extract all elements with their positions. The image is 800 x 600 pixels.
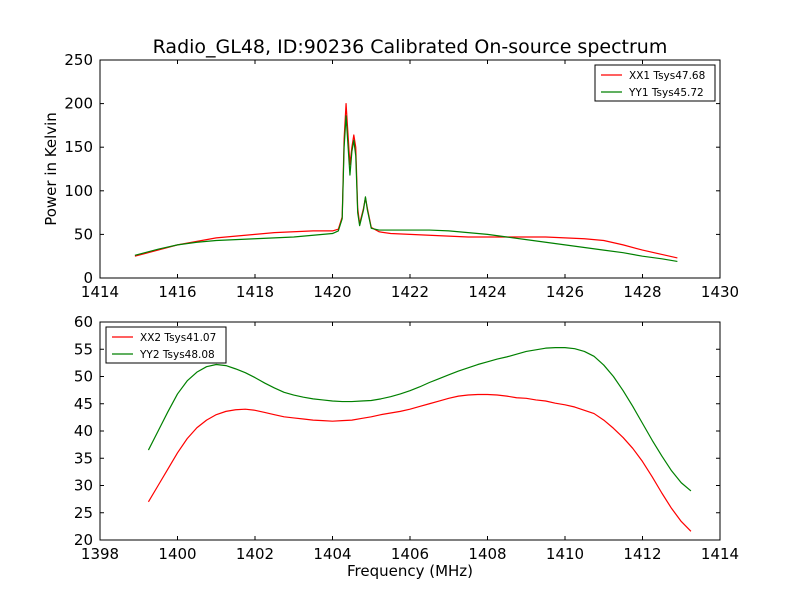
y-tick-label: 35 bbox=[74, 449, 93, 467]
x-tick-label: 1410 bbox=[546, 545, 584, 563]
series-line-yy1 bbox=[134, 115, 678, 263]
top-spectrum-panel: 1414 1416 1418 1420 1422 1424 1426 1428 1430 0 50 1… bbox=[42, 51, 739, 301]
x-tick-label: 1426 bbox=[546, 283, 584, 301]
y-tick-label: 250 bbox=[64, 51, 93, 69]
y-tick-label: 100 bbox=[64, 182, 93, 200]
x-tick-label: 1422 bbox=[391, 283, 429, 301]
y-tick-label: 150 bbox=[64, 138, 93, 156]
y-tick-label: 45 bbox=[74, 395, 93, 413]
legend-label-yy2: YY2 Tsys48.08 bbox=[139, 349, 215, 361]
y-tick-label: 30 bbox=[74, 477, 93, 495]
series-line-xx2 bbox=[147, 393, 692, 532]
y-tick-label: 200 bbox=[64, 95, 93, 113]
y-tick-label: 50 bbox=[74, 368, 93, 386]
x-tick-label: 1406 bbox=[391, 545, 429, 563]
x-tick-label: 1404 bbox=[313, 545, 351, 563]
y-tick-label: 60 bbox=[74, 313, 93, 331]
x-tick-label: 1428 bbox=[623, 283, 661, 301]
y-tick-label: 55 bbox=[74, 340, 93, 358]
x-tick-label: 1424 bbox=[468, 283, 506, 301]
x-tick-label: 1414 bbox=[701, 545, 739, 563]
legend-label-xx1: XX1 Tsys47.68 bbox=[629, 70, 705, 82]
bottom-spectrum-panel: 1398 1400 1402 1404 1406 1408 1410 1412 1414 20 25… bbox=[74, 313, 739, 580]
x-axis-label: Frequency (MHz) bbox=[347, 562, 473, 580]
x-tick-label: 1408 bbox=[468, 545, 506, 563]
x-tick-label: 1430 bbox=[701, 283, 739, 301]
y-tick-label: 0 bbox=[83, 269, 93, 287]
chart-title: Radio_GL48, ID:90236 Calibrated On-sourc… bbox=[153, 36, 668, 58]
y-tick-label: 20 bbox=[74, 531, 93, 549]
y-tick-label: 25 bbox=[74, 504, 93, 522]
legend: XX2 Tsys41.07 YY2 Tsys48.08 bbox=[105, 326, 227, 364]
x-tick-label: 1412 bbox=[623, 545, 661, 563]
x-tick-label: 1400 bbox=[158, 545, 196, 563]
y-axis-label: Power in Kelvin bbox=[42, 112, 60, 226]
series-line-yy2 bbox=[147, 347, 692, 492]
y-tick-label: 40 bbox=[74, 422, 93, 440]
legend-box bbox=[105, 326, 227, 364]
x-tick-label: 1416 bbox=[158, 283, 196, 301]
x-tick-label: 1414 bbox=[81, 283, 119, 301]
legend-label-xx2: XX2 Tsys41.07 bbox=[140, 332, 216, 344]
y-tick-label: 50 bbox=[74, 225, 93, 243]
legend-box bbox=[594, 64, 716, 102]
x-tick-label: 1402 bbox=[236, 545, 274, 563]
x-tick-label: 1418 bbox=[236, 283, 274, 301]
x-tick-label: 1420 bbox=[313, 283, 351, 301]
x-tick-label: 1398 bbox=[81, 545, 119, 563]
legend: XX1 Tsys47.68 YY1 Tsys45.72 bbox=[594, 64, 716, 102]
legend-label-yy1: YY1 Tsys45.72 bbox=[628, 87, 704, 99]
